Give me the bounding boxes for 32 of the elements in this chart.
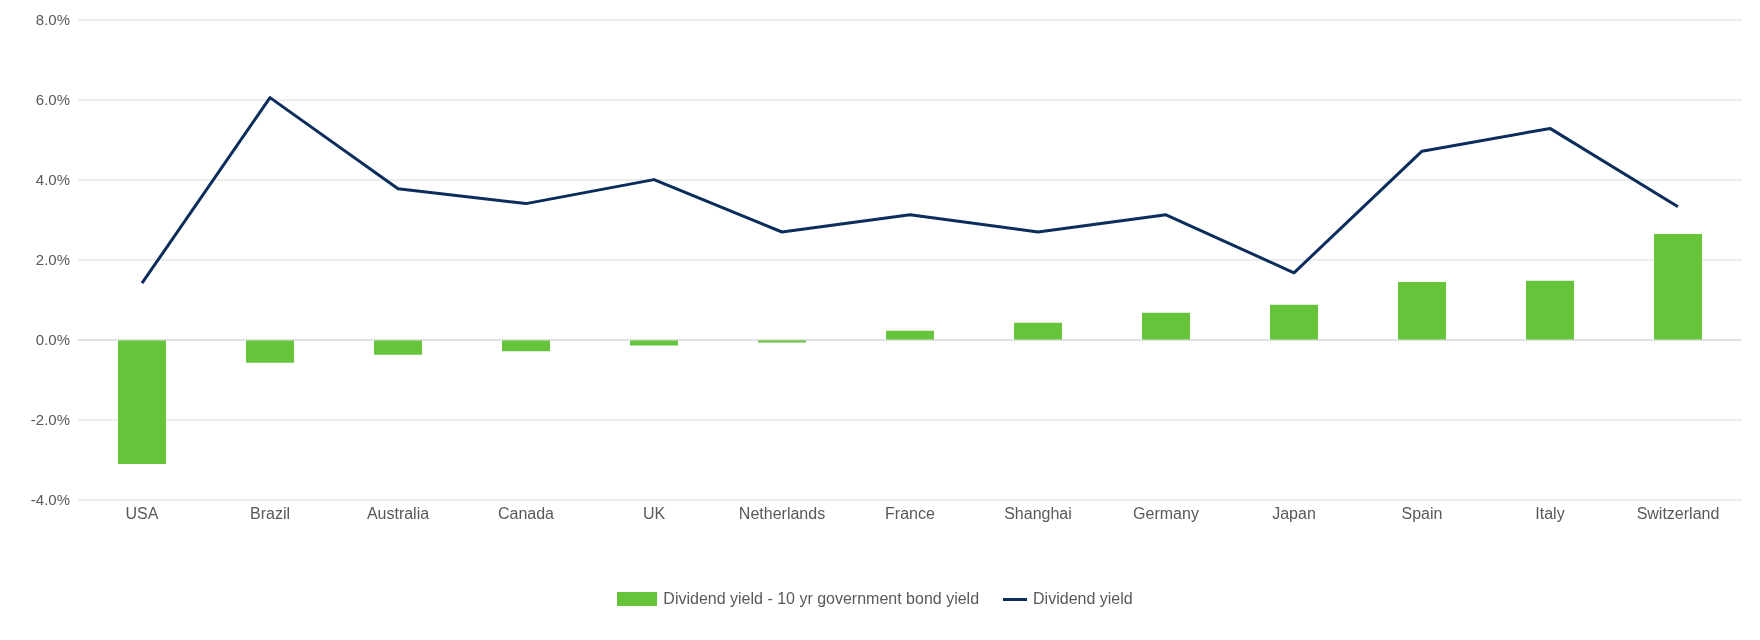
y-tick-label: -4.0% [30,491,70,509]
bar [1654,234,1702,340]
y-tick-label: 6.0% [35,91,70,109]
bar [1526,280,1574,340]
x-tick-label: Germany [1133,505,1199,523]
y-tick-label: 4.0% [35,171,70,189]
y-tick-label: 8.0% [35,11,70,29]
bar [1398,282,1446,340]
x-tick-label: UK [642,505,666,523]
bar [118,340,166,464]
line-series [140,96,1680,285]
x-tick-label: Spain [1401,505,1443,523]
legend-label: Dividend yield [1033,590,1133,608]
x-tick-label: Japan [1272,505,1316,523]
bar [1014,322,1062,340]
x-tick-label: Shanghai [1004,505,1072,523]
y-tick-label: 0.0% [35,331,70,349]
x-tick-label: Australia [366,505,430,523]
x-tick-label: Switzerland [1636,505,1720,523]
bar [1270,304,1318,340]
legend-label: Dividend yield - 10 yr government bond yield [663,590,980,608]
x-tick-label: France [885,505,935,523]
x-tick-label: Italy [1535,505,1565,523]
x-tick-label: Netherlands [738,505,826,523]
x-tick-label: Brazil [249,505,291,523]
bar [246,340,294,363]
x-tick-label: Canada [497,505,555,523]
bar [374,340,422,355]
y-tick-label: 2.0% [35,251,70,269]
x-tick-label: USA [125,505,159,523]
bar [1142,312,1190,340]
y-tick-label: -2.0% [30,411,70,429]
